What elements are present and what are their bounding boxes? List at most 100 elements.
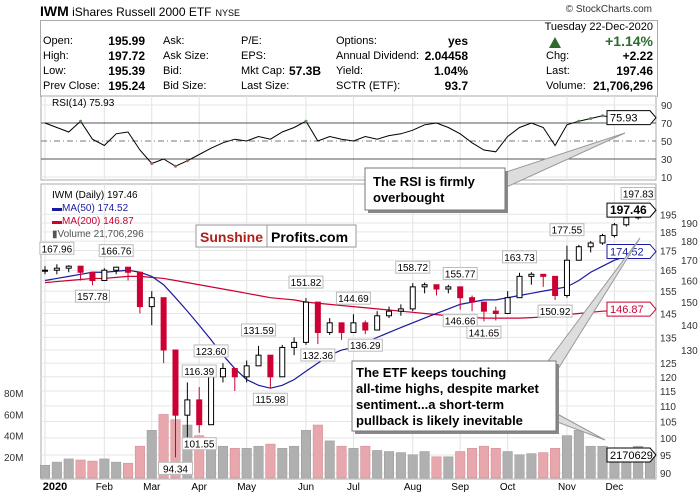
- quote-date: Tuesday 22-Dec-2020: [544, 21, 653, 33]
- x-tick-label: Oct: [500, 482, 516, 493]
- rsi-line: [44, 115, 651, 167]
- candle-body: [611, 224, 618, 237]
- price-annotation: 136.29: [350, 341, 381, 352]
- candle-body: [219, 368, 226, 378]
- candle-body: [231, 368, 238, 378]
- x-tick-label: 2020: [43, 481, 67, 493]
- field-label: Open:: [43, 35, 73, 47]
- candle-body: [77, 265, 84, 273]
- volume-bar: [158, 414, 169, 479]
- volume-bar: [229, 448, 240, 479]
- candle-body: [540, 273, 547, 277]
- candle-body: [445, 286, 452, 290]
- field-label: SCTR (ETF):: [336, 80, 401, 92]
- field-label: Ask:: [163, 35, 185, 47]
- candle-body: [350, 322, 357, 333]
- candle-body: [623, 217, 630, 226]
- candle-body: [314, 301, 321, 333]
- volume-bar: [336, 445, 347, 479]
- price-annotation-box: [537, 304, 573, 318]
- price-annotation: 132.36: [303, 351, 334, 362]
- ma50-legend: ▬MA(50) 174.52: [52, 203, 129, 214]
- price-tick-label: 105: [660, 417, 677, 428]
- candle-body: [575, 246, 582, 261]
- logo-sunshine: Sunshine: [200, 229, 263, 245]
- candle-body: [302, 301, 309, 343]
- candle-body: [386, 310, 393, 317]
- candle-body: [279, 346, 286, 378]
- price-tick-label: 190: [681, 219, 698, 230]
- field-label: High:: [43, 50, 69, 62]
- candle-body: [196, 399, 203, 426]
- security-name: iShares Russell 2000 ETF: [72, 5, 212, 19]
- candle-body: [433, 284, 440, 290]
- volume-bar: [40, 465, 50, 479]
- price-annotation: 177.55: [552, 226, 583, 237]
- price-tick-label: 160: [681, 277, 698, 288]
- price-annotation: 123.60: [196, 347, 227, 358]
- volume-bar: [490, 448, 501, 479]
- candle-body: [516, 275, 523, 299]
- candle-body: [492, 310, 499, 314]
- volume-bar: [407, 454, 418, 479]
- rsi-tick-label: 50: [661, 137, 673, 148]
- copyright: © StockCharts.com: [565, 4, 652, 15]
- volume-bar: [384, 451, 395, 479]
- price-tick-label: 95: [660, 451, 672, 462]
- price-annotation-box: [181, 437, 217, 451]
- candle-body: [255, 354, 262, 367]
- price-tick-label: 185: [660, 228, 677, 239]
- volume-bar: [431, 456, 442, 479]
- candle-body: [184, 399, 191, 416]
- field-value: 2.04458: [424, 49, 468, 63]
- volume-bar: [597, 445, 608, 479]
- price-annotation: 144.69: [338, 294, 369, 305]
- volume-bar: [526, 453, 537, 479]
- rsi-overbought-fill: [589, 117, 593, 120]
- price-tick-label: 150: [681, 298, 698, 309]
- etf-callout-box: [351, 360, 557, 432]
- logo-box: [195, 224, 357, 248]
- volume-bar: [312, 424, 323, 479]
- volume-bar: [300, 430, 311, 479]
- field-value: 197.46: [616, 64, 653, 78]
- candle-body: [125, 266, 132, 273]
- volume-bar: [277, 448, 288, 479]
- field-value: 1.04%: [433, 64, 468, 78]
- price-annotation-box: [502, 250, 538, 264]
- price-annotation: 150.92: [540, 307, 571, 318]
- price-tick-label: 130: [681, 346, 698, 357]
- field-value: +2.22: [622, 49, 653, 63]
- price-annotation: 163.73: [504, 253, 535, 264]
- price-tick-label: 120: [660, 373, 677, 384]
- volume-bar: [372, 450, 383, 479]
- candle-body: [136, 271, 143, 308]
- rsi-tick-label: 30: [661, 155, 673, 166]
- candle-body: [208, 376, 215, 426]
- price-tick-label: 145: [660, 309, 677, 320]
- field-value: 195.24: [108, 79, 145, 93]
- price-annotation-box: [395, 260, 431, 274]
- price-tick-label: 165: [660, 266, 677, 277]
- field-label: Bid:: [163, 65, 182, 77]
- volume-bar: [289, 445, 300, 479]
- rsi-callout-box: [364, 167, 506, 211]
- price-annotation-box: [335, 291, 371, 305]
- rsi-tick-label: 70: [661, 119, 673, 130]
- candle-body: [172, 349, 179, 416]
- volume-bar: [419, 451, 430, 479]
- field-label: Chg:: [546, 50, 570, 62]
- candle-body: [528, 273, 535, 277]
- price-tick-label: 90: [660, 469, 672, 480]
- candle-body: [469, 297, 476, 303]
- volume-bar: [51, 461, 62, 479]
- field-label: Last:: [546, 65, 570, 77]
- price-annotation-box: [466, 325, 502, 339]
- price-tick-label: 100: [660, 434, 677, 445]
- price-annotation: 141.65: [469, 328, 500, 339]
- volume-tick-label: 40M: [4, 432, 23, 443]
- price-annotation: 146.66: [445, 317, 476, 328]
- chart-title: IWM iShares Russell 2000 ETF NYSE: [40, 3, 240, 21]
- field-label: Bid Size:: [163, 80, 207, 92]
- volume-bar: [253, 445, 264, 479]
